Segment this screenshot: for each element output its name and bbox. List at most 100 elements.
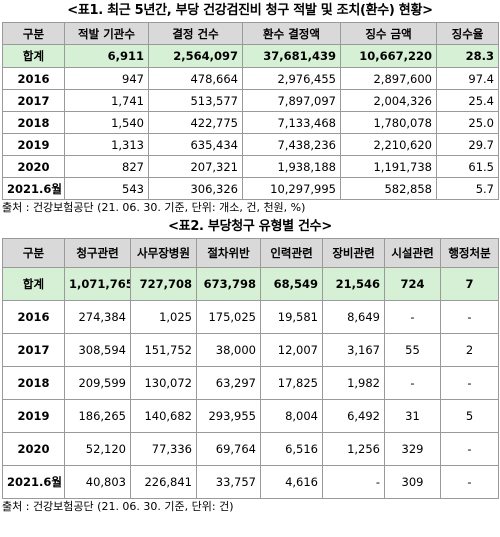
table-cell: 1,313 — [64, 133, 149, 156]
row-label: 2018 — [2, 366, 65, 400]
column-header: 구분 — [2, 238, 65, 268]
table-cell: 2 — [440, 333, 499, 367]
table-cell: 2,976,455 — [242, 67, 341, 90]
table-row: 2021.6월 40,803 226,841 33,757 4,616-309- — [2, 465, 499, 499]
table-cell: 947 — [64, 67, 149, 90]
table-cell: 25.4 — [436, 89, 499, 112]
table-cell: 673,798 — [196, 267, 261, 301]
table-cell: 25.0 — [436, 111, 499, 134]
table-cell: 308,594 — [64, 333, 131, 367]
table-cell: 31 — [384, 399, 441, 433]
table-row: 2020 827 207,321 1,938,188 1,191,738 61.5 — [2, 155, 499, 178]
table-cell: 1,025 — [130, 300, 197, 334]
header-row: 구분 적발 기관수 결정 건수 환수 결정액 징수 금액 징수율 — [2, 22, 499, 45]
row-label: 2016 — [2, 67, 65, 90]
table-cell: 12,007 — [260, 333, 323, 367]
table-cell: 1,540 — [64, 111, 149, 134]
column-header: 구분 — [2, 22, 65, 45]
table-cell: - — [384, 300, 441, 334]
table2-title: <표2. 부당청구 유형별 건수> — [168, 219, 332, 234]
table-cell: 7,133,468 — [242, 111, 341, 134]
row-label: 2021.6월 — [2, 465, 65, 499]
table2-source: 출처 : 건강보험공단 (21. 06. 30. 기준, 단위: 건) — [2, 500, 234, 513]
column-header: 징수 금액 — [340, 22, 437, 45]
table-cell: 21,546 — [322, 267, 385, 301]
column-header: 인력관련 — [260, 238, 323, 268]
column-header: 청구관련 — [64, 238, 131, 268]
table-cell: - — [322, 465, 385, 499]
table-cell: 7,438,236 — [242, 133, 341, 156]
table-cell: 1,071,765 — [64, 267, 131, 301]
row-label: 합계 — [2, 267, 65, 301]
table-cell: 186,265 — [64, 399, 131, 433]
table-cell: 209,599 — [64, 366, 131, 400]
table-cell: - — [440, 465, 499, 499]
row-label: 2019 — [2, 133, 65, 156]
table-cell: 1,780,078 — [340, 111, 437, 134]
table-cell: 422,775 — [148, 111, 243, 134]
table-cell: 2,564,097 — [148, 44, 243, 68]
table-row: 2018 1,540 422,775 7,133,468 1,780,078 25.0 — [2, 111, 499, 134]
table-cell: 69,764 — [196, 432, 261, 466]
total-row: 합계 6,911 2,564,097 37,681,439 10,667,220 28.3 — [2, 44, 499, 68]
table-cell: 207,321 — [148, 155, 243, 178]
table-cell: 543 — [64, 177, 149, 200]
table-cell: 226,841 — [130, 465, 197, 499]
table-row: 2020 52,120 77,336 69,764 6,516 1,256 329- — [2, 432, 499, 466]
table-cell: 2,004,326 — [340, 89, 437, 112]
table-cell: 582,858 — [340, 177, 437, 200]
column-header: 시설관련 — [384, 238, 441, 268]
table-cell: 130,072 — [130, 366, 197, 400]
table-cell: 8,649 — [322, 300, 385, 334]
table-cell: 33,757 — [196, 465, 261, 499]
table-cell: 29.7 — [436, 133, 499, 156]
row-label: 합계 — [2, 44, 65, 68]
table-cell: - — [440, 300, 499, 334]
table-cell: 5 — [440, 399, 499, 433]
table-cell: 97.4 — [436, 67, 499, 90]
table-cell: 6,492 — [322, 399, 385, 433]
table-cell: 37,681,439 — [242, 44, 341, 68]
table-cell: 274,384 — [64, 300, 131, 334]
table-cell: 55 — [384, 333, 441, 367]
column-header: 장비관련 — [322, 238, 385, 268]
table-cell: 2,897,600 — [340, 67, 437, 90]
table-cell: - — [440, 432, 499, 466]
table-cell: 175,025 — [196, 300, 261, 334]
table-cell: 7 — [440, 267, 499, 301]
column-header: 사무장병원 — [130, 238, 197, 268]
column-header: 적발 기관수 — [64, 22, 149, 45]
column-header: 행정처분 — [440, 238, 499, 268]
column-header: 결정 건수 — [148, 22, 243, 45]
table-cell: 7,897,097 — [242, 89, 341, 112]
table-row: 2016 947 478,664 2,976,455 2,897,600 97.4 — [2, 67, 499, 90]
column-header: 징수율 — [436, 22, 499, 45]
table-cell: 635,434 — [148, 133, 243, 156]
table-cell: 28.3 — [436, 44, 499, 68]
table-cell: 19,581 — [260, 300, 323, 334]
table-cell: 38,000 — [196, 333, 261, 367]
table-cell: 478,664 — [148, 67, 243, 90]
table-cell: 6,516 — [260, 432, 323, 466]
table-cell: 52,120 — [64, 432, 131, 466]
row-label: 2021.6월 — [2, 177, 65, 200]
table1-source: 출처 : 건강보험공단 (21. 06. 30. 기준, 단위: 개소, 건, … — [2, 201, 306, 214]
table-cell: 727,708 — [130, 267, 197, 301]
table-cell: 1,938,188 — [242, 155, 341, 178]
table-cell: 6,911 — [64, 44, 149, 68]
column-header: 환수 결정액 — [242, 22, 341, 45]
row-label: 2020 — [2, 155, 65, 178]
table-row: 2019 1,313 635,434 7,438,236 2,210,620 29.7 — [2, 133, 499, 156]
table-row: 2019 186,265 140,682 293,955 8,004 6,492 31 5 — [2, 399, 499, 433]
table-row: 2021.6월 543 306,326 10,297,995 582,858 5.7 — [2, 177, 499, 200]
table-row: 2017 308,594 151,752 38,000 12,007 3,167 55 2 — [2, 333, 499, 367]
table-cell: 3,167 — [322, 333, 385, 367]
table-cell: 513,577 — [148, 89, 243, 112]
table-cell: 63,297 — [196, 366, 261, 400]
header-row: 구분 청구관련 사무장병원 절차위반 인력관련 장비관련 시설관련 행정처분 — [2, 238, 499, 268]
row-label: 2020 — [2, 432, 65, 466]
table-cell: 1,982 — [322, 366, 385, 400]
table-cell: 1,256 — [322, 432, 385, 466]
table-cell: 724 — [384, 267, 441, 301]
table-cell: 309 — [384, 465, 441, 499]
